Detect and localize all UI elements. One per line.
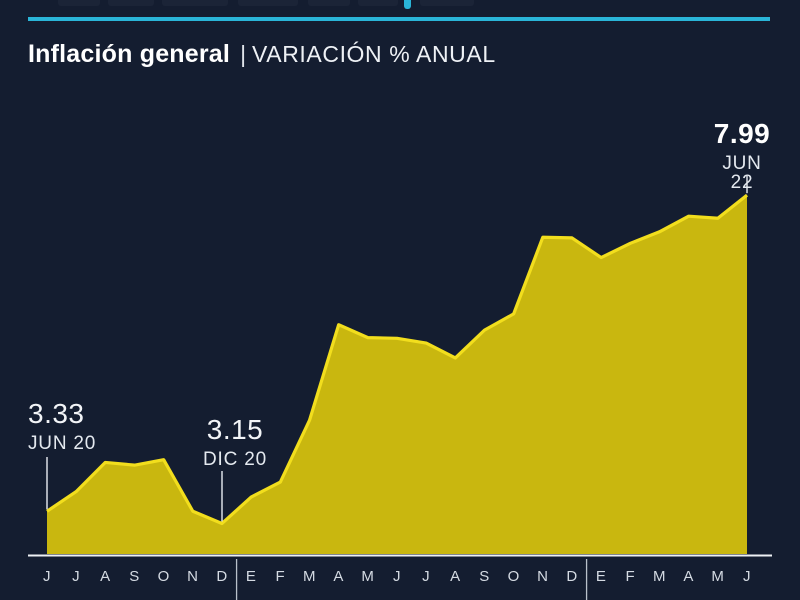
annotation-dic20: 3.15 DIC 20 [203, 414, 267, 470]
headline-fragment [308, 0, 350, 6]
month-label: M [711, 568, 725, 585]
month-label: N [537, 568, 549, 585]
month-label: A [333, 568, 344, 585]
month-label: M [653, 568, 666, 585]
headline-fragment [358, 0, 398, 6]
month-label: J [43, 568, 51, 585]
annotation-jun20: 3.33 JUN 20 [28, 398, 97, 454]
annotation-date: JUN 20 [28, 433, 97, 454]
chart-header: Inflación general | VARIACIÓN % ANUAL [28, 40, 496, 69]
month-label: D [216, 568, 228, 585]
annotation-date: JUN 22 [722, 153, 762, 193]
month-label: A [100, 568, 111, 585]
headline-fragment [420, 0, 474, 6]
chart-subtitle: VARIACIÓN % ANUAL [252, 41, 496, 67]
clipped-headline-strip [0, 0, 800, 9]
headline-fragment [238, 0, 298, 6]
headline-fragment [162, 0, 228, 6]
area-stroke [46, 193, 748, 526]
header-rule [28, 17, 770, 21]
month-label: J [72, 568, 81, 585]
headline-fragment [58, 0, 100, 6]
annotation-value: 3.33 [28, 398, 85, 429]
title-divider: | [240, 41, 247, 67]
month-label: O [507, 568, 520, 585]
month-label: D [566, 568, 578, 585]
month-label: S [479, 568, 490, 585]
month-label: S [129, 568, 140, 585]
annotation-date: DIC 20 [203, 449, 267, 470]
area-fill [47, 195, 747, 554]
month-label: M [361, 568, 375, 585]
annotation-jun22: 7.99 JUN 22 [713, 118, 771, 193]
chart-title: Inflación general [28, 40, 231, 68]
month-label: E [595, 568, 607, 585]
annotation-value: 3.15 [206, 414, 264, 445]
month-label: J [743, 568, 751, 585]
cyan-letter-descender [404, 0, 411, 9]
month-label: J [393, 568, 401, 585]
month-label: F [275, 568, 286, 585]
month-label: A [450, 568, 461, 585]
month-label: E [245, 568, 257, 585]
month-label: A [683, 568, 694, 585]
month-label: O [157, 568, 170, 585]
month-label: N [187, 568, 199, 585]
headline-fragment [108, 0, 154, 6]
month-label: F [625, 568, 636, 585]
annotation-value: 7.99 [713, 118, 771, 149]
month-label: M [303, 568, 316, 585]
month-label: J [422, 568, 431, 585]
